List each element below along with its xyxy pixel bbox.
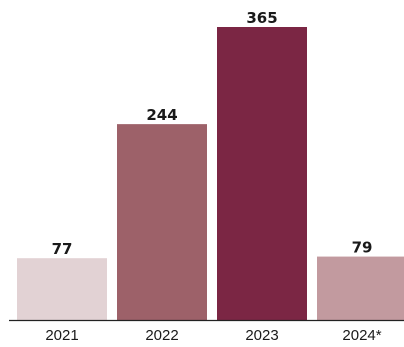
x-tick-label-2024-star: 2024* (342, 327, 381, 344)
bars-group (17, 27, 404, 321)
bar-2022 (117, 124, 207, 321)
data-label-2021: 77 (52, 240, 73, 258)
data-label-2023: 365 (246, 9, 277, 27)
x-tick-label-2022: 2022 (145, 327, 178, 344)
bar-2021 (17, 258, 107, 320)
x-tick-label-2021: 2021 (45, 327, 78, 344)
data-label-2022: 244 (146, 106, 177, 124)
value-labels-group: 77 244 365 79 (52, 9, 373, 258)
data-label-2024-star: 79 (352, 239, 373, 257)
bar-2024-star (317, 256, 404, 320)
bar-2023 (217, 27, 307, 320)
x-tick-labels-group: 2021 2022 2023 2024* (45, 327, 381, 344)
x-tick-label-2023: 2023 (245, 327, 278, 344)
